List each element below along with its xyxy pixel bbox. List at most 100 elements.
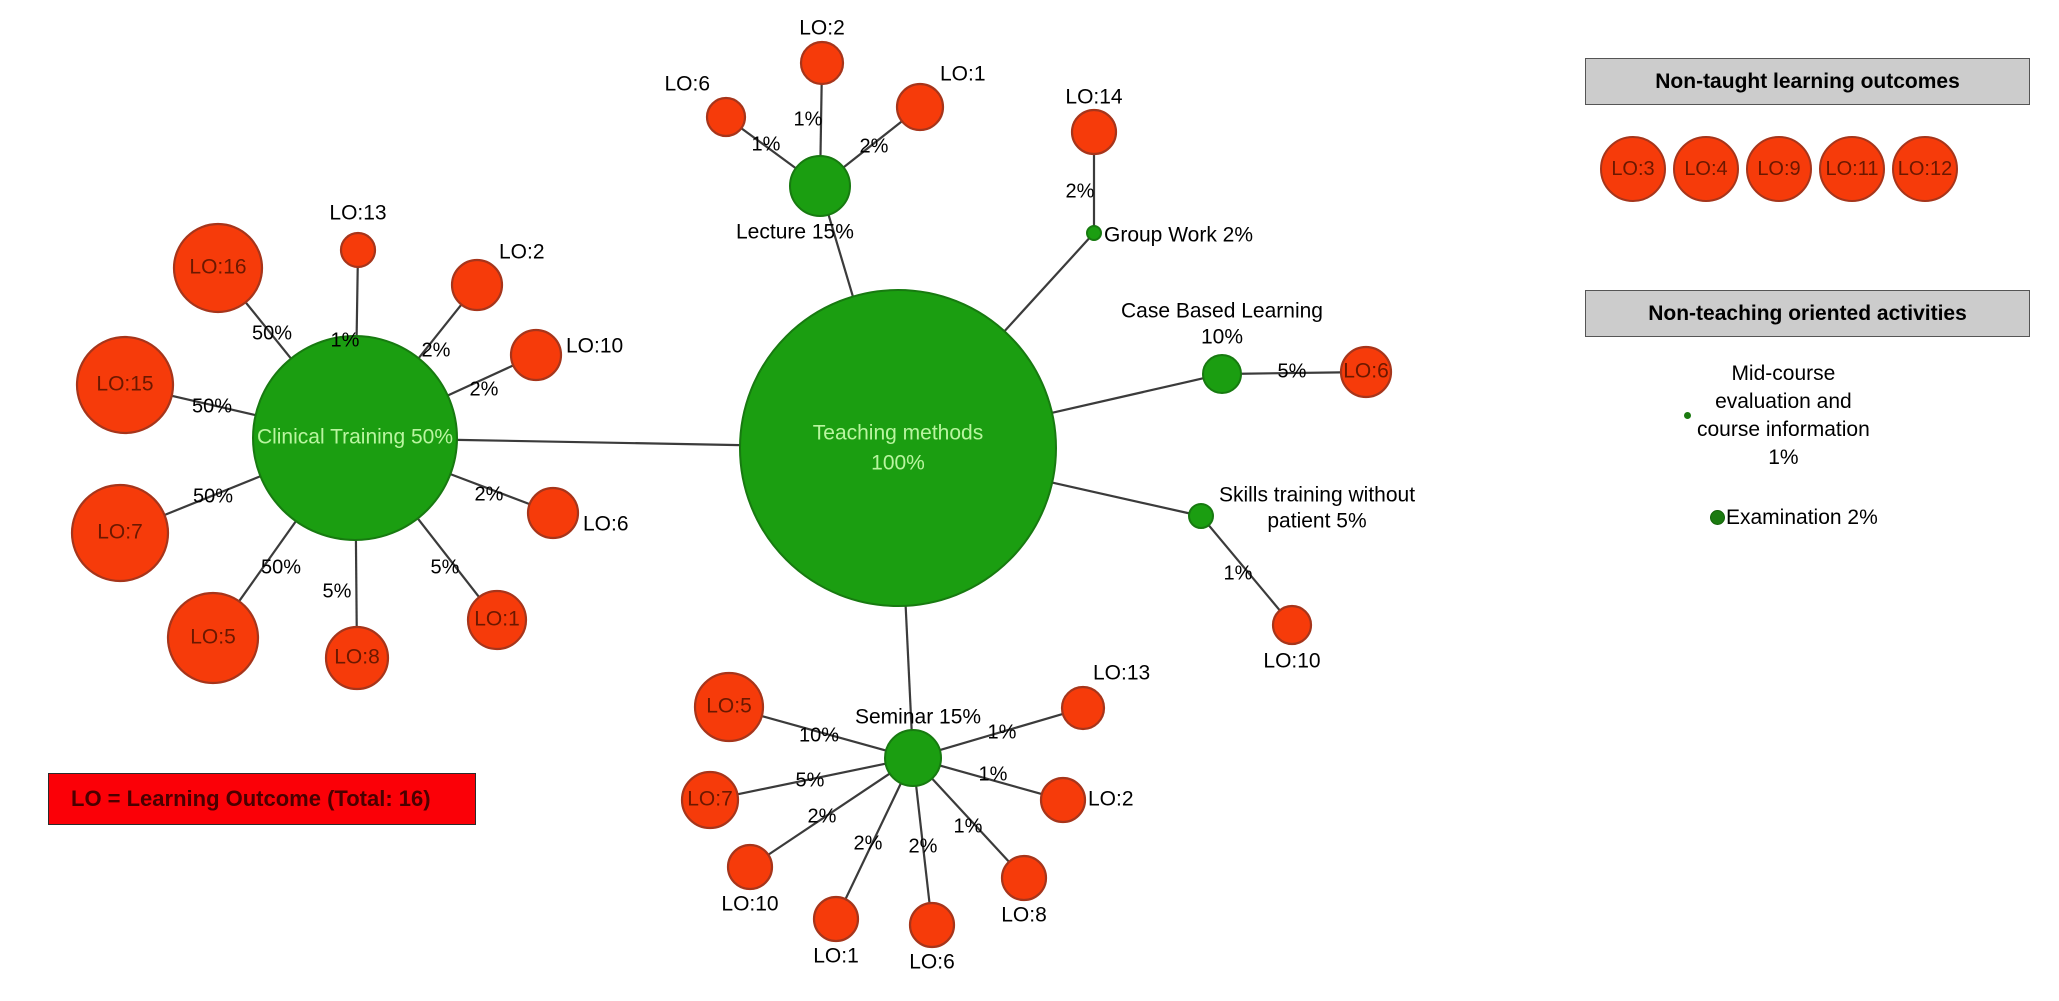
lo-node-lo-14 <box>1070 108 1118 156</box>
edge-center-to-group-work <box>1003 237 1091 332</box>
lo-node-lo-5 <box>166 591 260 685</box>
nodes-layer <box>70 40 1393 949</box>
method-node-label: Lecture 15% <box>736 221 854 244</box>
edge-lecture-to-lo <box>842 120 903 169</box>
edge-percent-label: 2% <box>475 483 504 505</box>
lo-node-label: LO:10 <box>1263 650 1320 673</box>
mid-course-line-3: course information <box>1697 417 1870 441</box>
edge-seminar-to-lo <box>844 782 902 900</box>
edge-percent-label: 50% <box>261 556 301 578</box>
edge-percent-label: 50% <box>192 395 232 417</box>
edge-percent-label: 10% <box>799 724 839 746</box>
edge-seminar-to-lo <box>939 712 1064 752</box>
method-node-clinical-training <box>252 335 458 541</box>
edge-clinical-training-to-lo <box>449 473 531 506</box>
center-node-label: Teaching methods <box>813 422 983 445</box>
edge-percent-label: 5% <box>796 769 825 791</box>
lo-node-label: LO:6 <box>583 513 629 536</box>
lo-node-label: LO:8 <box>1001 904 1047 927</box>
non-teaching-item-mid-course-label: Mid-course evaluation and course informa… <box>1697 360 1870 472</box>
method-node-label-value: patient 5% <box>1267 510 1366 533</box>
non-taught-lo-circle: LO:12 <box>1892 136 1958 202</box>
edge-lecture-to-lo <box>740 127 797 170</box>
method-node-seminar <box>884 729 942 787</box>
edges-layer <box>164 83 1342 904</box>
method-node-group-work <box>1086 225 1102 241</box>
lo-node-lo-1 <box>895 82 945 132</box>
edge-percent-label: 1% <box>794 108 823 130</box>
legend-non-taught-header: Non-taught learning outcomes <box>1585 58 2030 105</box>
edge-clinical-training-to-lo <box>171 394 256 417</box>
lo-node-label: LO:7 <box>97 521 143 544</box>
non-taught-lo-circle: LO:9 <box>1746 136 1812 202</box>
edge-percent-label: 2% <box>854 832 883 854</box>
edge-percent-label: 2% <box>470 378 499 400</box>
method-node-label: Group Work 2% <box>1104 224 1253 247</box>
edge-clinical-training-to-lo <box>417 303 463 359</box>
edge-seminar-to-lo <box>939 764 1043 796</box>
lo-node-label: LO:14 <box>1065 86 1123 109</box>
lo-node-label: LO:5 <box>706 695 752 718</box>
method-node-lecture <box>789 155 851 217</box>
lo-node-lo-5 <box>693 671 765 743</box>
mid-course-line-2: evaluation and <box>1715 389 1852 413</box>
edge-seminar-to-lo <box>737 762 886 796</box>
method-node-case-based-learning <box>1202 354 1242 394</box>
lo-node-lo-6 <box>526 486 580 540</box>
edge-seminar-to-lo <box>761 715 887 752</box>
lo-node-lo-13 <box>1060 685 1106 731</box>
lo-node-label: LO:7 <box>687 788 733 811</box>
lo-node-label: LO:2 <box>799 17 845 40</box>
lo-node-lo-1 <box>466 589 528 651</box>
lo-node-label: LO:13 <box>329 202 386 225</box>
edge-percent-label: 50% <box>193 485 233 507</box>
lo-node-lo-15 <box>75 335 175 435</box>
method-node-label: Skills training without <box>1219 484 1415 507</box>
mid-course-line-1: Mid-course <box>1731 362 1836 385</box>
non-teaching-item-examination: Examination 2% <box>1710 506 2030 530</box>
lo-node-label: LO:6 <box>664 73 710 96</box>
edge-percent-label: 2% <box>909 835 938 857</box>
lo-node-label: LO:8 <box>334 646 380 669</box>
edge-center-to-seminar <box>904 605 913 731</box>
lo-node-label: LO:1 <box>813 945 859 968</box>
edge-percent-label: 5% <box>431 556 460 578</box>
lo-node-lo-2 <box>450 258 504 312</box>
non-taught-lo-circle: LO:11 <box>1819 136 1885 202</box>
legend-non-teaching-items: Mid-course evaluation and course informa… <box>1600 352 2030 530</box>
edge-percent-label: 1% <box>752 133 781 155</box>
lo-node-lo-13 <box>339 231 377 269</box>
non-taught-lo-circle: LO:4 <box>1673 136 1739 202</box>
lo-node-lo-8 <box>324 625 390 691</box>
edge-lecture-to-lo <box>819 83 823 157</box>
edge-percent-label: 5% <box>323 580 352 602</box>
method-node-label-value: 10% <box>1201 326 1243 349</box>
method-node-label: Clinical Training 50% <box>257 426 453 449</box>
bullet-dot-icon <box>1710 510 1725 526</box>
edge-percent-label: 1% <box>954 815 983 837</box>
method-node-label: Seminar 15% <box>855 706 981 729</box>
edge-case-based-learning-to-lo <box>1240 371 1342 375</box>
edge-percent-label: 2% <box>860 135 889 157</box>
edge-percent-label: 5% <box>1278 360 1307 382</box>
edge-percent-label: 1% <box>331 329 360 351</box>
lo-node-label: LO:5 <box>190 626 236 649</box>
edge-center-to-skills-training <box>1051 481 1190 515</box>
labels-layer: 1% 2% 2% 2% 5% 5% 50% 50% 50% 50% LO:13 LO:2 LO:10 LO… <box>96 17 1415 974</box>
edge-percent-label: 2% <box>808 805 837 827</box>
legend-non-taught-circles: LO:3 LO:4 LO:9 LO:11 LO:12 <box>1600 136 1958 202</box>
non-teaching-item-examination-label: Examination 2% <box>1726 505 1878 529</box>
edge-center-to-case-based-learning <box>1051 377 1204 414</box>
edge-clinical-training-to-lo <box>244 301 292 360</box>
lo-node-label: LO:1 <box>474 608 520 631</box>
legend-non-teaching-header: Non-teaching oriented activities <box>1585 290 2030 337</box>
edge-percent-label: 1% <box>1224 562 1253 584</box>
lo-node-label: LO:2 <box>499 241 545 264</box>
lo-node-lo-10 <box>509 328 563 382</box>
method-node-skills-training <box>1188 503 1214 529</box>
lo-node-lo-6 <box>908 901 956 949</box>
non-teaching-item-mid-course: Mid-course evaluation and course informa… <box>1684 360 2030 472</box>
bullet-dot-icon <box>1684 412 1691 420</box>
